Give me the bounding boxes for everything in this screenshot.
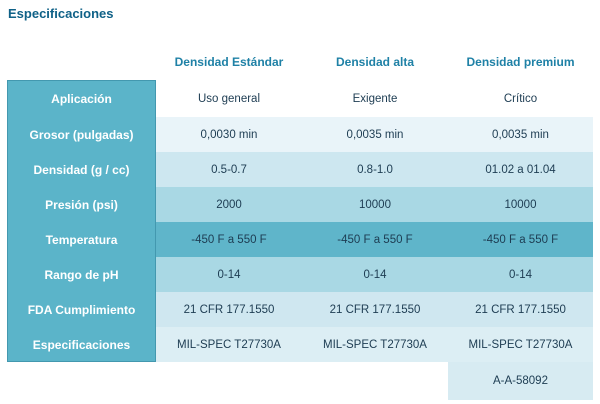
cell-temperatura-estandar: -450 F a 550 F — [156, 222, 302, 257]
cell-densidad-alta: 0.8-1.0 — [302, 152, 448, 187]
cell-presion-alta: 10000 — [302, 187, 448, 222]
cell-presion-estandar: 2000 — [156, 187, 302, 222]
cell-fda-alta: 21 CFR 177.1550 — [302, 292, 448, 327]
header-corner-spacer — [7, 50, 156, 80]
row-label-fda: FDA Cumplimiento — [7, 292, 156, 327]
cell-rango-alta: 0-14 — [302, 257, 448, 292]
cell-especificaciones-premium: MIL-SPEC T27730A — [448, 327, 593, 362]
cell-extra-premium: A-A-58092 — [448, 362, 593, 400]
cell-especificaciones-alta: MIL-SPEC T27730A — [302, 327, 448, 362]
cell-temperatura-premium: -450 F a 550 F — [448, 222, 593, 257]
spec-table: Densidad Estándar Densidad alta Densidad… — [7, 50, 593, 400]
cell-rango-premium: 0-14 — [448, 257, 593, 292]
row-label-aplicacion: Aplicación — [7, 80, 156, 117]
column-header-densidad-premium: Densidad premium — [466, 55, 575, 69]
column-header-densidad-alta: Densidad alta — [335, 55, 415, 69]
cell-extra-label-spacer — [7, 362, 156, 400]
row-label-especificaciones: Especificaciones — [7, 327, 156, 362]
cell-aplicacion-estandar: Uso general — [156, 80, 302, 117]
cell-aplicacion-premium: Crítico — [448, 80, 593, 117]
cell-aplicacion-alta: Exigente — [302, 80, 448, 117]
row-label-rango-ph: Rango de pH — [7, 257, 156, 292]
cell-rango-estandar: 0-14 — [156, 257, 302, 292]
row-label-grosor: Grosor (pulgadas) — [7, 117, 156, 152]
cell-especificaciones-estandar: MIL-SPEC T27730A — [156, 327, 302, 362]
cell-grosor-estandar: 0,0030 min — [156, 117, 302, 152]
cell-fda-estandar: 21 CFR 177.1550 — [156, 292, 302, 327]
cell-temperatura-alta: -450 F a 550 F — [302, 222, 448, 257]
row-label-densidad: Densidad (g / cc) — [7, 152, 156, 187]
cell-extra-alta — [302, 362, 448, 400]
page-title: Especificaciones — [8, 6, 114, 21]
cell-grosor-alta: 0,0035 min — [302, 117, 448, 152]
column-header-densidad-estandar: Densidad Estándar — [174, 55, 284, 69]
cell-fda-premium: 21 CFR 177.1550 — [448, 292, 593, 327]
cell-extra-estandar — [156, 362, 302, 400]
cell-densidad-premium: 01.02 a 01.04 — [448, 152, 593, 187]
cell-densidad-estandar: 0.5-0.7 — [156, 152, 302, 187]
cell-presion-premium: 10000 — [448, 187, 593, 222]
row-label-temperatura: Temperatura — [7, 222, 156, 257]
row-label-presion: Presión (psi) — [7, 187, 156, 222]
cell-grosor-premium: 0,0035 min — [448, 117, 593, 152]
